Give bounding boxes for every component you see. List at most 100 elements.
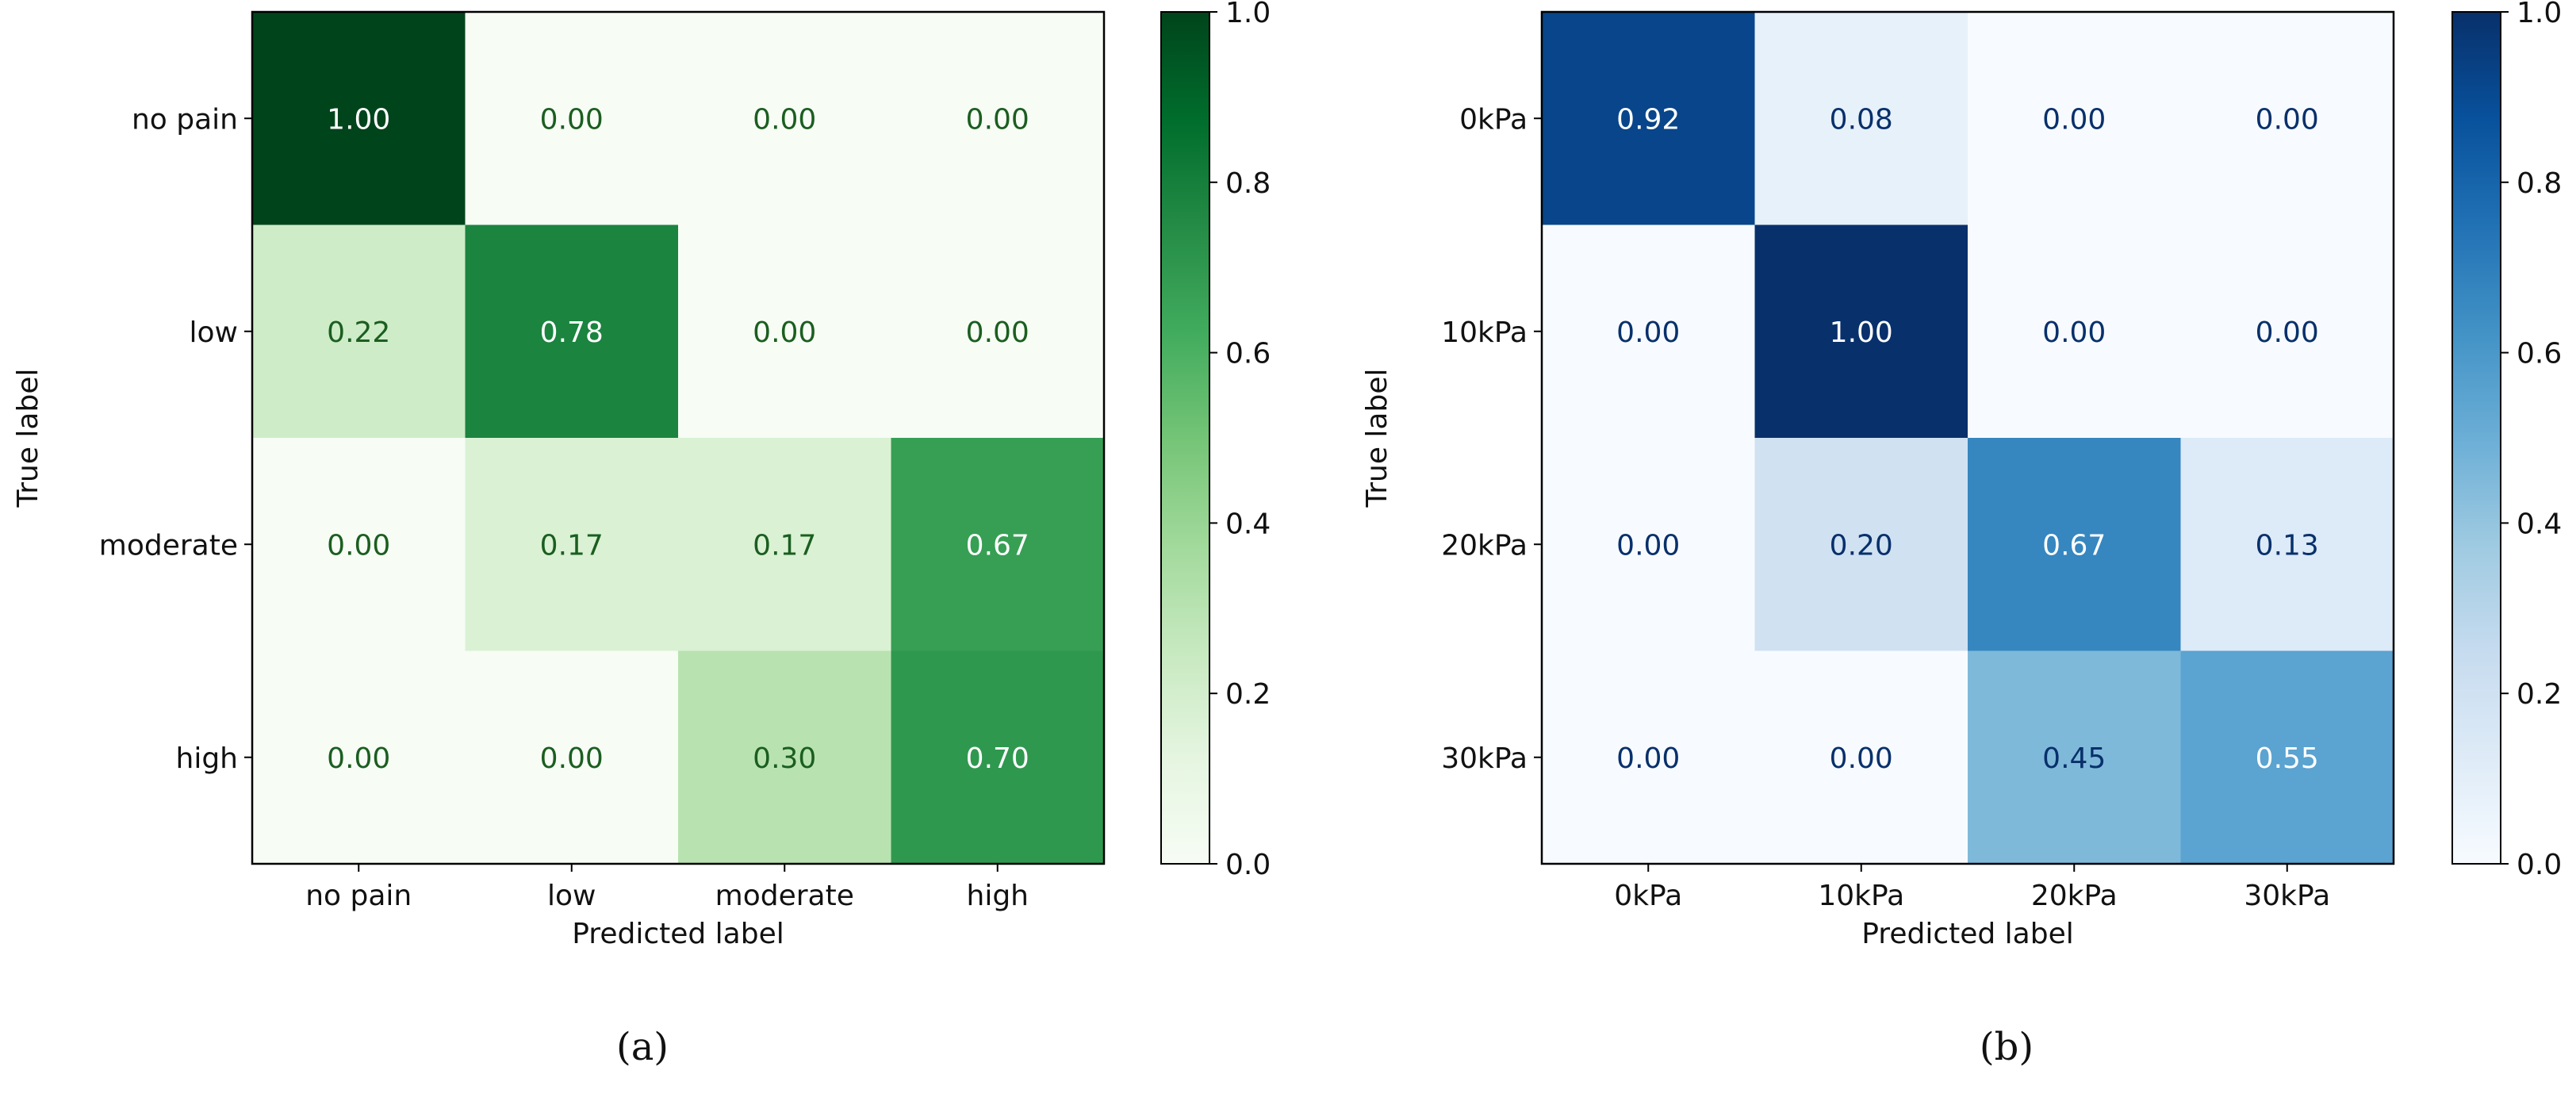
cell-r0-c2: [678, 12, 891, 225]
y-tick-label: no pain: [132, 103, 238, 136]
y-axis-title: True label: [12, 369, 44, 508]
x-tick-label: 0kPa: [1614, 880, 1682, 912]
cell-value-label: 0.00: [327, 742, 390, 775]
cell-r2-c1: [1754, 438, 1968, 651]
cell-r0-c0: [1542, 12, 1755, 225]
axes-frame: [1540, 10, 2395, 865]
cell-value-label: 0.17: [540, 529, 604, 562]
cell-value-label: 0.00: [966, 103, 1029, 136]
x-axis-title: Predicted label: [572, 918, 784, 950]
x-tick-label: 10kPa: [1818, 880, 1904, 912]
colorbar-tick-label: 0.0: [1225, 849, 1271, 881]
colorbar-tick-label: 0.2: [2517, 678, 2562, 711]
cell-r0-c3: [2180, 12, 2394, 225]
colorbar-tick-label: 0.6: [1225, 338, 1271, 370]
cell-r1-c0: [252, 224, 466, 439]
cell-value-label: 0.45: [2042, 742, 2106, 775]
x-tick-label: moderate: [715, 880, 854, 912]
cell-r1-c3: [2180, 224, 2394, 439]
x-axis-title: Predicted label: [1861, 918, 2074, 950]
cell-r2-c3: [2180, 438, 2394, 651]
cell-value-label: 0.00: [2256, 103, 2319, 136]
colorbar-tick-label: 0.8: [2517, 167, 2562, 200]
cell-value-label: 0.00: [966, 316, 1029, 349]
colorbar-tick-label: 0.4: [2517, 508, 2562, 540]
caption-b: (b): [1979, 1025, 2034, 1069]
cell-r1-c1: [465, 224, 679, 439]
cell-value-label: 0.13: [2256, 529, 2319, 562]
y-tick-label: 30kPa: [1441, 742, 1528, 775]
cell-r1-c1: [1754, 224, 1968, 439]
cell-r3-c1: [1754, 650, 1968, 865]
cell-value-label: 0.00: [753, 103, 816, 136]
cell-value-label: 1.00: [1830, 316, 1893, 349]
x-tick-label: 20kPa: [2031, 880, 2118, 912]
colorbar-tick-label: 0.6: [2517, 338, 2562, 370]
cell-r3-c3: [2180, 650, 2394, 865]
cell-value-label: 1.00: [327, 103, 390, 136]
x-tick-label: 30kPa: [2244, 880, 2330, 912]
y-tick-label: moderate: [99, 529, 238, 562]
cell-r2-c2: [1968, 438, 2181, 651]
colorbar: [1160, 11, 1210, 865]
colorbar-tick-label: 0.8: [1225, 167, 1271, 200]
colorbar-tick-label: 1.0: [2517, 0, 2562, 29]
cell-value-label: 0.00: [753, 316, 816, 349]
cell-value-label: 0.00: [1616, 742, 1680, 775]
cell-r3-c0: [252, 650, 466, 865]
confusion-matrix-a: 1.00 0.00 0.00 0.00 0.22 0.78 0.00 0.00 0.00 0.17…: [12, 0, 1271, 950]
y-tick-label: 0kPa: [1459, 103, 1528, 136]
confusion-matrix-b: 0.92 0.08 0.00 0.000.00 1.00 0.00 0.000.00 0.20…: [1361, 0, 2562, 950]
cell-value-label: 0.22: [327, 316, 390, 349]
cell-r3-c3: [891, 650, 1105, 865]
cell-r0-c1: [465, 12, 679, 225]
cell-value-label: 0.67: [2042, 529, 2106, 562]
colorbar-tick-label: 0.2: [1225, 678, 1271, 711]
cell-r3-c2: [1968, 650, 2181, 865]
cell-r0-c0: [252, 12, 466, 225]
x-tick-label: high: [967, 880, 1029, 912]
cell-value-label: 0.00: [1830, 742, 1893, 775]
cell-value-label: 0.20: [1830, 529, 1893, 562]
cell-value-label: 0.30: [753, 742, 816, 775]
cell-value-label: 0.70: [966, 742, 1029, 775]
cell-value-label: 0.00: [2256, 316, 2319, 349]
cell-r2-c0: [252, 438, 466, 651]
cell-r3-c1: [465, 650, 679, 865]
cell-value-label: 0.67: [966, 529, 1029, 562]
colorbar: [2451, 11, 2501, 865]
cell-value-label: 0.00: [327, 529, 390, 562]
cell-value-label: 0.00: [1616, 529, 1680, 562]
y-axis-title: True label: [1361, 369, 1393, 508]
x-tick-label: low: [547, 880, 596, 912]
cell-value-label: 0.17: [753, 529, 816, 562]
x-tick-label: no pain: [305, 880, 412, 912]
cell-r0-c3: [891, 12, 1105, 225]
cell-value-label: 0.78: [540, 316, 604, 349]
cell-value-label: 0.00: [540, 103, 604, 136]
cell-value-label: 0.00: [2042, 103, 2106, 136]
cell-r3-c2: [678, 650, 891, 865]
cell-value-label: 0.00: [2042, 316, 2106, 349]
cell-r2-c3: [891, 438, 1105, 651]
caption-a: (a): [615, 1025, 669, 1069]
cell-value-label: 0.92: [1616, 103, 1680, 136]
colorbar-tick-label: 1.0: [1225, 0, 1271, 29]
cell-r2-c0: [1542, 438, 1755, 651]
cell-value-label: 0.55: [2256, 742, 2319, 775]
y-tick-label: low: [190, 316, 238, 349]
axes-frame: [251, 10, 1106, 865]
y-tick-label: 20kPa: [1441, 529, 1528, 562]
cell-r3-c0: [1542, 650, 1755, 865]
y-tick-label: high: [176, 742, 239, 775]
cell-r0-c1: [1754, 12, 1968, 225]
cell-value-label: 0.00: [540, 742, 604, 775]
cell-value-label: 0.00: [1616, 316, 1680, 349]
cell-r0-c2: [1968, 12, 2181, 225]
cell-r1-c2: [1968, 224, 2181, 439]
cell-r2-c1: [465, 438, 679, 651]
cell-r1-c3: [891, 224, 1105, 439]
cell-r1-c0: [1542, 224, 1755, 439]
y-tick-label: 10kPa: [1441, 316, 1528, 349]
